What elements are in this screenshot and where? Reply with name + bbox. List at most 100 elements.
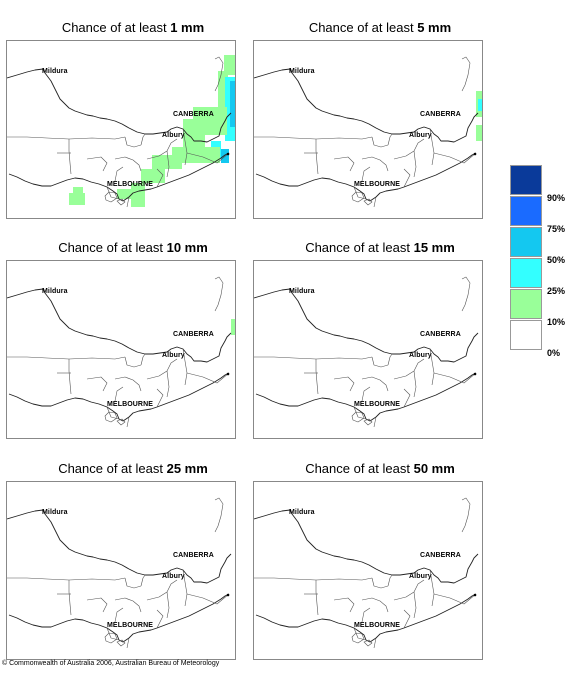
district-border <box>361 607 371 623</box>
place-label-albury: Albury <box>409 573 432 580</box>
district-border <box>254 577 317 581</box>
district-border <box>429 348 435 386</box>
district-border <box>361 386 371 402</box>
district-border <box>387 353 393 366</box>
district-border <box>361 156 389 172</box>
legend-swatch <box>510 320 542 350</box>
district-border <box>140 353 146 366</box>
district-border <box>429 569 435 607</box>
district-border <box>315 139 319 175</box>
district-border <box>86 597 108 613</box>
district-border <box>387 574 393 587</box>
victoria-map: Mildura CANBERRA Albury MELBOURNE <box>253 40 483 219</box>
legend-swatch <box>510 227 542 257</box>
district-border <box>315 356 373 360</box>
district-border <box>106 406 120 420</box>
panel-1mm: Chance of at least 1 mm Mildura CANBERRA A… <box>3 20 263 240</box>
district-border <box>186 593 230 605</box>
place-label-melbourne: MELBOURNE <box>107 181 154 188</box>
legend-label: 75% <box>547 224 566 234</box>
probability-cell <box>131 183 145 207</box>
district-border <box>86 376 108 392</box>
probability-cell <box>218 71 228 107</box>
probability-cell <box>152 155 182 169</box>
panel-title: Chance of at least 15 mm <box>305 240 455 255</box>
place-label-canberra: CANBERRA <box>173 111 214 118</box>
place-label-melbourne: MELBOURNE <box>354 622 401 629</box>
place-label-mildura: Mildura <box>42 288 68 295</box>
place-label-albury: Albury <box>409 352 432 359</box>
district-border <box>361 376 389 392</box>
district-border <box>124 136 142 148</box>
district-border <box>7 577 70 581</box>
district-border <box>68 577 126 581</box>
district-border <box>126 416 130 428</box>
legend-label: 90% <box>547 193 566 203</box>
panel-15mm: Chance of at least 15 mm Mildura CANBERRA… <box>250 240 510 460</box>
district-border <box>371 356 389 368</box>
probability-cell <box>476 125 482 141</box>
district-border <box>433 152 477 164</box>
probability-cell <box>117 189 131 199</box>
place-label-mildura: Mildura <box>42 509 68 516</box>
district-border <box>214 497 224 533</box>
place-label-canberra: CANBERRA <box>420 552 461 559</box>
place-label-mildura: Mildura <box>289 68 315 75</box>
probability-cell <box>227 55 235 61</box>
copyright-footer: © Commonwealth of Australia 2006, Austra… <box>2 660 220 667</box>
legend-swatch <box>510 165 542 195</box>
probability-cell <box>183 119 205 147</box>
district-border <box>104 191 118 203</box>
place-label-albury: Albury <box>162 132 185 139</box>
state-border <box>7 288 232 363</box>
panel-10mm: Chance of at least 10 mm Mildura CANBERRA… <box>3 240 263 460</box>
district-border <box>214 56 224 92</box>
district-border <box>146 358 178 380</box>
district-border <box>182 348 188 386</box>
map-svg <box>254 56 482 208</box>
district-border <box>116 639 126 647</box>
city-marker <box>473 152 477 156</box>
victoria-map: Mildura CANBERRA Albury MELBOURNE <box>6 260 236 439</box>
district-border <box>140 574 146 587</box>
district-border <box>315 359 319 395</box>
coastline <box>255 593 477 643</box>
panel-title: Chance of at least 1 mm <box>61 20 205 35</box>
district-border <box>182 128 188 166</box>
legend-swatch <box>510 258 542 288</box>
district-border <box>393 358 425 380</box>
victoria-map: Mildura CANBERRA Albury MELBOURNE <box>6 481 236 660</box>
district-border <box>429 128 435 166</box>
district-border <box>68 580 72 616</box>
panel-title: Chance of at least 25 mm <box>58 461 208 476</box>
district-border <box>461 497 471 533</box>
district-border <box>114 597 142 613</box>
place-label-mildura: Mildura <box>289 509 315 516</box>
probability-cell <box>73 187 83 193</box>
place-label-mildura: Mildura <box>289 288 315 295</box>
district-border <box>116 198 126 206</box>
state-border <box>254 68 479 143</box>
district-border <box>166 591 170 619</box>
district-border <box>393 138 425 160</box>
city-marker <box>473 372 477 376</box>
coastline <box>8 372 230 422</box>
city-marker <box>473 593 477 597</box>
district-border <box>116 418 126 426</box>
city-marker <box>226 372 230 376</box>
district-border <box>373 416 377 428</box>
probability-cell <box>231 319 235 335</box>
district-border <box>104 632 118 644</box>
district-border <box>166 370 170 398</box>
district-border <box>351 632 365 644</box>
district-border <box>315 580 319 616</box>
district-border <box>186 372 230 384</box>
district-border <box>114 386 124 402</box>
coastline <box>8 593 230 643</box>
city-marker <box>226 152 230 156</box>
district-border <box>104 411 118 423</box>
district-border <box>124 356 142 368</box>
panel-title: Chance of at least 50 mm <box>305 461 455 476</box>
district-border <box>461 276 471 312</box>
district-border <box>315 577 373 581</box>
